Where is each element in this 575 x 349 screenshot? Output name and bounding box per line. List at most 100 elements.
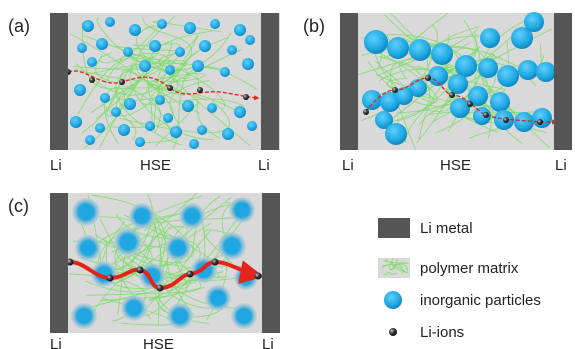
polymer-fiber [96, 17, 232, 72]
li-ion [211, 258, 219, 266]
li-ion [197, 87, 203, 93]
panel-a-left-label: Li [50, 157, 62, 174]
panel-b-center-label: HSE [440, 157, 471, 174]
polymer-fiber [101, 66, 184, 117]
panel-a-tag: (a) [8, 16, 30, 36]
li-ion [186, 270, 194, 278]
li-ion [119, 79, 125, 85]
polymer-swatch-fibers [381, 258, 410, 276]
inorganic-particle [72, 198, 100, 226]
inorganic-particle [167, 303, 193, 329]
inorganic-particle [380, 92, 400, 112]
li-ion-swatch [389, 328, 397, 336]
polymer-fiber [135, 15, 201, 115]
polymer-fiber [383, 271, 397, 276]
inorganic-particle [139, 263, 165, 289]
inorganic-particle [431, 43, 453, 65]
inorganic-particle [234, 24, 246, 36]
inorganic-particle [75, 235, 101, 261]
inorganic-particle [129, 203, 155, 229]
inorganic-particle [149, 40, 161, 52]
polymer-fiber [114, 193, 197, 320]
inorganic-particle [70, 116, 82, 128]
inorganic-particle [96, 38, 108, 50]
li-ion [243, 94, 249, 100]
panel-c-left-li-metal [50, 193, 68, 333]
legend-inorganic-particles-label: inorganic particles [420, 292, 541, 309]
inorganic-particle [71, 303, 97, 329]
inorganic-particle [514, 112, 534, 132]
inorganic-particle [532, 108, 552, 128]
panel-a-right-label: Li [258, 157, 270, 174]
li-ion [537, 119, 543, 125]
li-ion [467, 101, 473, 107]
inorganic-particle [364, 30, 388, 54]
panel-a-ion-path [67, 70, 260, 101]
inorganic-particle [165, 65, 175, 75]
inorganic-particle [199, 40, 211, 52]
panel-a-particles [70, 17, 257, 149]
inorganic-particle [111, 107, 121, 117]
li-ion [392, 87, 398, 93]
inorganic-particle [231, 303, 257, 329]
inorganic-particle [95, 123, 105, 133]
panel-b-left-label: Li [342, 157, 354, 174]
legend-polymer-matrix: polymer matrix [378, 258, 519, 278]
inorganic-particle [480, 28, 500, 48]
inorganic-particle [182, 100, 194, 112]
polymer-fiber [146, 83, 185, 96]
inorganic-particle [450, 98, 470, 118]
legend-polymer-matrix-label: polymer matrix [420, 260, 519, 277]
li-metal-swatch [378, 218, 410, 238]
inorganic-particle [87, 57, 97, 67]
panel-a-left-li-metal [50, 13, 68, 150]
inorganic-particle [85, 135, 95, 145]
polymer-fiber [129, 58, 214, 141]
inorganic-particle [234, 106, 246, 118]
inorganic-particle [210, 19, 220, 29]
polymer-fiber [81, 22, 207, 101]
legend-li-metal: Li metal [378, 218, 473, 238]
inorganic-particle [155, 95, 165, 105]
inorganic-particle [121, 295, 147, 321]
inorganic-particle [428, 66, 448, 86]
li-ion [503, 117, 509, 123]
inorganic-particle [245, 35, 255, 45]
polymer-fiber [75, 69, 206, 83]
inorganic-particle [511, 27, 533, 49]
li-ion [136, 266, 144, 274]
panel-c: (c) Li HSE Li [8, 193, 280, 349]
inorganic-particle [135, 137, 145, 147]
polymer-fiber [72, 52, 170, 86]
inorganic-particle [497, 65, 519, 87]
inorganic-particle [124, 98, 136, 110]
inorganic-particle [165, 235, 191, 261]
panel-b-left-li-metal [340, 13, 358, 150]
polymer-fiber [148, 241, 245, 301]
panel-b: (b) Li HSE Li [303, 12, 572, 174]
panel-a: (a) Li HSE Li [8, 13, 280, 174]
inorganic-particle [218, 232, 246, 260]
inorganic-particle [197, 125, 207, 135]
polymer-fiber [193, 66, 240, 113]
inorganic-particle [207, 103, 217, 113]
inorganic-particle [222, 128, 234, 140]
panel-b-right-label: Li [555, 157, 567, 174]
inorganic-particle [409, 39, 431, 61]
li-ion [89, 77, 95, 83]
legend-li-metal-label: Li metal [420, 220, 473, 237]
inorganic-particle [139, 60, 151, 72]
inorganic-particle [524, 12, 544, 32]
polymer-fiber [395, 62, 431, 122]
panel-a-right-li-metal [261, 13, 279, 150]
panel-c-center-label: HSE [143, 336, 174, 349]
panel-c-left-label: Li [50, 336, 62, 349]
polymer-fiber [77, 47, 162, 115]
inorganic-particle [100, 93, 110, 103]
legend: Li metal polymer matrix inorganic partic… [378, 218, 541, 341]
inorganic-particle [478, 58, 498, 78]
inorganic-particle [105, 17, 115, 27]
polymer-fiber [143, 209, 245, 317]
li-ion [425, 75, 431, 81]
